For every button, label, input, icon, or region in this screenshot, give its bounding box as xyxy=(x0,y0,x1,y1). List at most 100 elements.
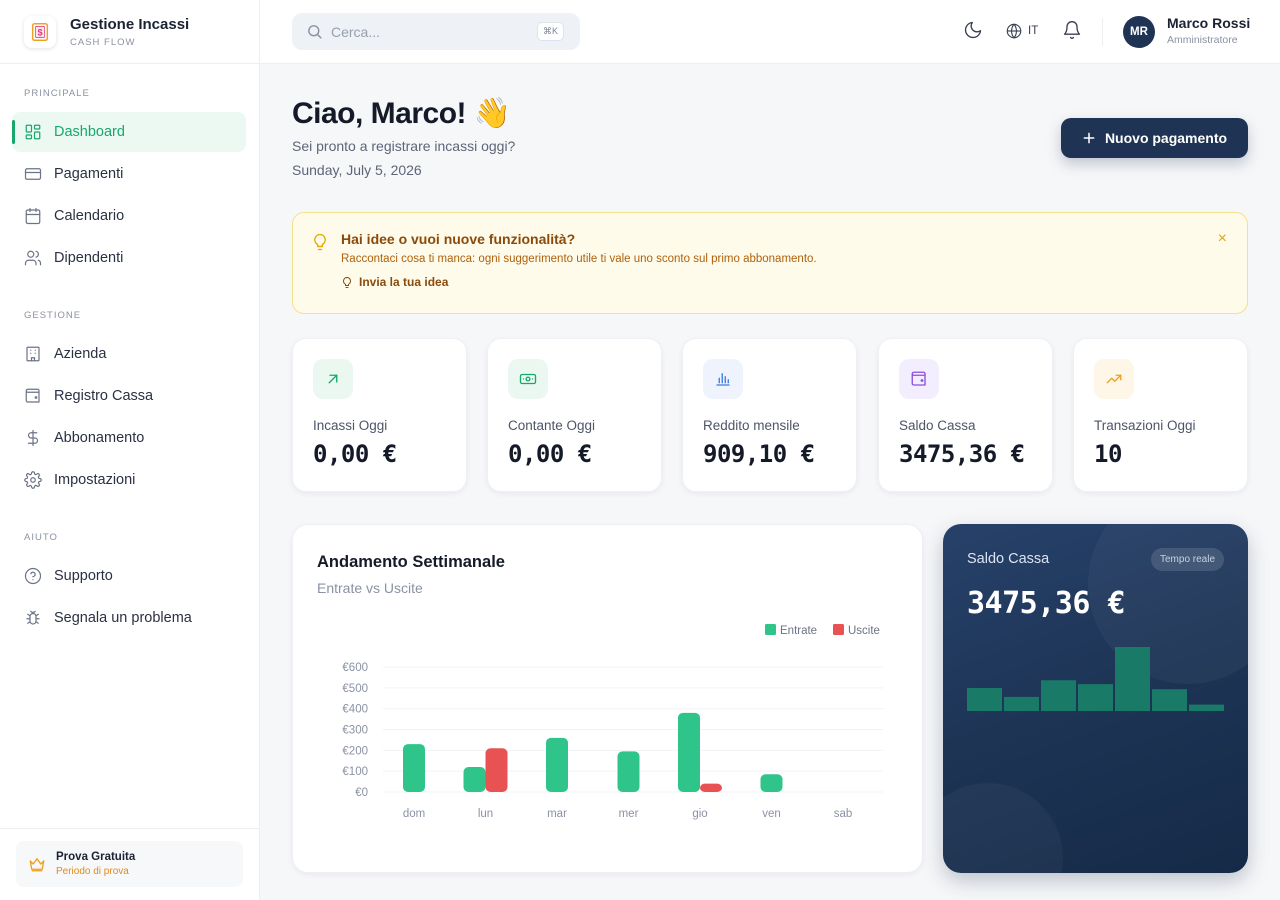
stat-value: 10 xyxy=(1094,440,1122,468)
chart-title: Andamento Settimanale xyxy=(317,553,505,571)
user-name[interactable]: Marco Rossi xyxy=(1167,15,1251,31)
sidebar-item-calendario[interactable]: Calendario xyxy=(12,196,246,236)
globe-icon xyxy=(1006,23,1022,39)
moon-icon xyxy=(964,21,982,39)
notifications-button[interactable] xyxy=(1062,20,1082,45)
sidebar-item-label: Calendario xyxy=(54,208,125,224)
x-tick-label: lun xyxy=(478,808,493,820)
cash-mini-bar xyxy=(1004,696,1039,711)
sidebar-item-supporto[interactable]: Supporto xyxy=(12,556,246,596)
weekly-chart-card: Andamento Settimanale Entrate vs Uscite … xyxy=(292,524,923,873)
bug-icon xyxy=(26,610,40,625)
cash-mini-bar xyxy=(1152,689,1187,711)
stat-card-contante-oggi: Contante Oggi 0,00 € xyxy=(487,338,662,492)
sidebar-item-impostazioni[interactable]: Impostazioni xyxy=(12,460,246,500)
cash-mini-bar xyxy=(1041,680,1076,711)
sidebar-item-azienda[interactable]: Azienda xyxy=(12,334,246,374)
search-input[interactable] xyxy=(331,23,531,40)
y-tick-label: €100 xyxy=(342,766,368,778)
bell-icon xyxy=(1063,21,1081,39)
section-label-aiuto: AIUTO xyxy=(24,532,58,543)
new-payment-button[interactable]: Nuovo pagamento xyxy=(1061,118,1248,158)
stat-value: 0,00 € xyxy=(508,440,592,468)
sidebar-item-dipendenti[interactable]: Dipendenti xyxy=(12,238,246,278)
sidebar-item-label: Azienda xyxy=(54,346,107,362)
cash-mini-chart xyxy=(967,647,1224,711)
svg-text:$: $ xyxy=(37,27,42,37)
stat-card-saldo-cassa: Saldo Cassa 3475,36 € xyxy=(878,338,1053,492)
search-box[interactable]: ⌘K xyxy=(292,13,580,50)
section-label-principale: PRINCIPALE xyxy=(24,88,90,99)
sidebar-item-label: Abbonamento xyxy=(54,430,145,446)
help-circle-icon xyxy=(24,567,42,585)
y-tick-label: €500 xyxy=(342,683,368,695)
x-tick-label: sab xyxy=(834,808,853,820)
stat-label: Contante Oggi xyxy=(508,418,596,433)
submit-idea-link[interactable]: Invia la tua idea xyxy=(341,275,448,289)
bar-entrate-lun xyxy=(463,767,486,792)
banner-text: Raccontaci cosa ti manca: ogni suggerime… xyxy=(341,253,817,265)
y-tick-label: €400 xyxy=(342,704,368,716)
theme-toggle-button[interactable] xyxy=(963,20,983,45)
sidebar-item-registro-cassa[interactable]: Registro Cassa xyxy=(12,376,246,416)
wallet-icon xyxy=(25,388,40,403)
bar-entrate-ven xyxy=(760,774,783,792)
sidebar-item-label: Dashboard xyxy=(54,124,125,140)
brand-subtitle: CASH FLOW xyxy=(70,36,136,48)
bar-uscite-lun xyxy=(485,748,508,792)
stat-card-reddito-mensile: Reddito mensile 909,10 € xyxy=(682,338,857,492)
y-tick-label: €600 xyxy=(342,662,368,674)
topbar-divider xyxy=(1102,18,1103,46)
new-payment-label: Nuovo pagamento xyxy=(1104,130,1228,146)
avatar[interactable]: MR xyxy=(1123,16,1155,48)
section-label-gestione: GESTIONE xyxy=(24,310,82,321)
brand-logo-icon: $ xyxy=(24,15,56,48)
bar-entrate-dom xyxy=(403,744,425,792)
sidebar-item-label: Segnala un problema xyxy=(54,610,192,626)
greeting-date: Sunday, July 5, 2026 xyxy=(292,162,422,178)
cash-card-value: 3475,36 € xyxy=(967,586,1126,621)
banner-title: Hai idee o vuoi nuove funzionalità? xyxy=(341,231,576,247)
calendar-icon xyxy=(25,207,41,225)
trending-up-icon xyxy=(1094,359,1134,399)
gear-icon xyxy=(24,471,42,489)
sidebar-item-dashboard[interactable]: Dashboard xyxy=(12,112,246,152)
lightbulb-icon xyxy=(343,276,351,288)
grid-icon xyxy=(25,124,41,140)
y-tick-label: €0 xyxy=(355,787,368,799)
stat-card-incassi-oggi: Incassi Oggi 0,00 € xyxy=(292,338,467,492)
cash-card-title: Saldo Cassa xyxy=(967,551,1050,567)
close-icon[interactable]: × xyxy=(1217,230,1227,247)
language-selector[interactable]: IT xyxy=(1005,22,1038,40)
topbar: ⌘K IT MR Marco Rossi Amministratore xyxy=(260,0,1280,64)
sidebar-item-label: Pagamenti xyxy=(54,166,124,182)
bar-uscite-gio xyxy=(700,783,722,792)
lightbulb-icon xyxy=(314,233,326,251)
brand-title: Gestione Incassi xyxy=(70,15,190,33)
sidebar: $ Gestione Incassi CASH FLOW PRINCIPALE … xyxy=(0,0,260,900)
bar-entrate-gio xyxy=(678,712,700,792)
submit-idea-label: Invia la tua idea xyxy=(359,275,449,289)
language-label: IT xyxy=(1028,25,1039,37)
sidebar-item-label: Impostazioni xyxy=(54,472,136,488)
sidebar-item-label: Supporto xyxy=(54,568,113,584)
x-tick-label: mer xyxy=(619,808,639,820)
stat-value: 3475,36 € xyxy=(899,440,1025,468)
brand: $ Gestione Incassi CASH FLOW xyxy=(0,0,259,64)
y-tick-label: €200 xyxy=(342,745,368,757)
sidebar-item-pagamenti[interactable]: Pagamenti xyxy=(12,154,246,194)
search-icon xyxy=(308,25,322,39)
sidebar-item-abbonamento[interactable]: Abbonamento xyxy=(12,418,246,458)
cash-balance-card: Saldo Cassa Tempo reale 3475,36 € xyxy=(943,524,1248,873)
crown-icon xyxy=(29,858,45,872)
trial-card[interactable]: Prova Gratuita Periodo di prova xyxy=(16,841,243,887)
sidebar-item-segnala-problema[interactable]: Segnala un problema xyxy=(12,598,246,638)
legend-swatch-entrate xyxy=(765,624,776,635)
weekly-bar-chart: €600 €500 €400 €300 €200 €100 €0 dom lun mar mer gi… xyxy=(342,624,883,820)
stat-value: 909,10 € xyxy=(703,440,815,468)
stat-label: Transazioni Oggi xyxy=(1094,418,1196,433)
building-icon xyxy=(26,346,40,362)
x-tick-label: dom xyxy=(403,808,425,820)
search-shortcut-badge: ⌘K xyxy=(536,22,564,41)
sidebar-item-label: Registro Cassa xyxy=(54,388,154,404)
